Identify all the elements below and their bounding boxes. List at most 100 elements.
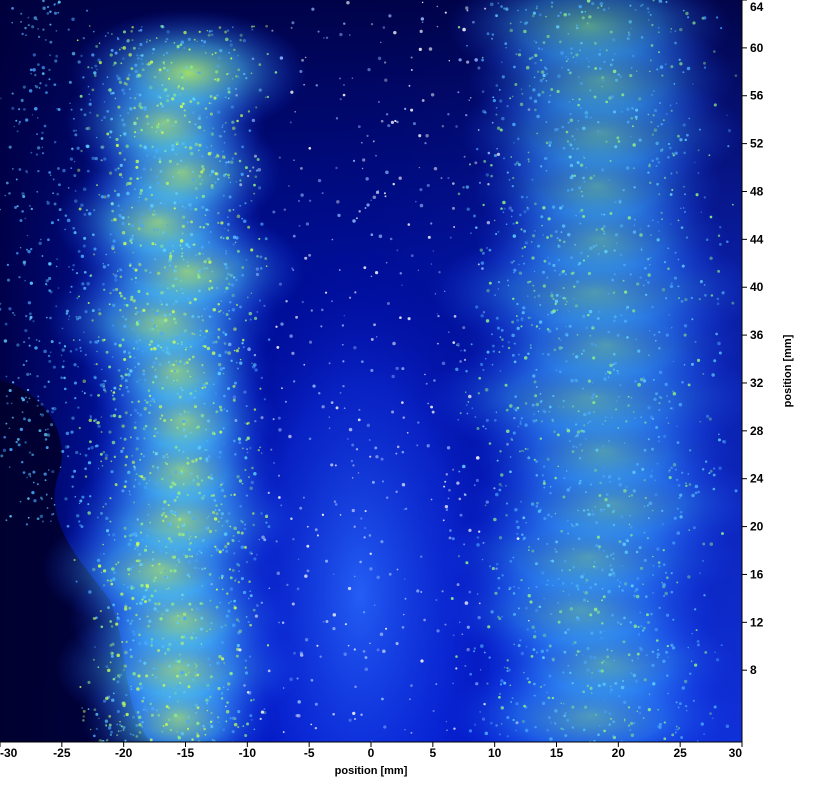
speckle xyxy=(138,102,142,106)
speckle xyxy=(472,20,475,24)
speckle xyxy=(616,349,619,352)
speckle xyxy=(118,213,122,218)
speckle xyxy=(11,106,15,110)
speckle xyxy=(45,39,47,41)
speckle xyxy=(520,195,524,199)
speckle xyxy=(233,48,236,52)
speckle xyxy=(181,292,184,295)
speckle xyxy=(683,210,687,214)
speckle xyxy=(683,333,687,337)
speckle xyxy=(347,644,350,647)
speckle xyxy=(584,705,588,709)
speckle xyxy=(155,481,159,485)
speckle xyxy=(160,331,164,336)
speckle xyxy=(633,624,638,629)
speckle xyxy=(686,16,690,19)
speckle xyxy=(53,140,57,144)
speckle xyxy=(346,0,350,5)
speckle xyxy=(720,27,723,30)
speckle xyxy=(219,367,224,371)
speckle xyxy=(598,669,602,673)
speckle xyxy=(511,320,515,324)
speckle xyxy=(704,293,707,297)
speckle xyxy=(171,244,174,247)
speckle xyxy=(36,375,39,378)
speckle xyxy=(543,597,545,600)
speckle xyxy=(178,171,180,174)
speckle xyxy=(682,71,685,74)
speckle xyxy=(468,590,472,594)
speckle xyxy=(650,612,653,616)
speckle xyxy=(430,93,435,97)
speckle xyxy=(549,94,552,97)
speckle xyxy=(100,195,105,199)
speckle xyxy=(231,569,235,572)
speckle xyxy=(75,315,78,318)
speckle xyxy=(169,252,172,255)
speckle xyxy=(156,430,160,434)
speckle xyxy=(619,253,623,257)
speckle xyxy=(180,670,184,675)
speckle xyxy=(254,368,258,372)
speckle xyxy=(179,360,182,363)
speckle xyxy=(545,649,549,652)
speckle xyxy=(426,444,430,448)
speckle xyxy=(570,188,574,192)
speckle xyxy=(156,271,161,276)
speckle xyxy=(589,89,592,92)
speckle xyxy=(227,90,231,94)
speckle xyxy=(114,408,117,411)
speckle xyxy=(668,476,672,480)
speckle xyxy=(596,6,600,10)
speckle xyxy=(233,552,236,555)
speckle xyxy=(57,3,59,5)
speckle xyxy=(152,551,154,554)
speckle xyxy=(88,93,90,96)
speckle xyxy=(540,165,543,168)
speckle xyxy=(179,239,184,243)
speckle xyxy=(304,638,309,642)
speckle xyxy=(135,159,140,164)
speckle xyxy=(674,731,677,734)
speckle xyxy=(715,332,718,336)
speckle xyxy=(251,365,256,369)
speckle xyxy=(603,230,605,232)
speckle xyxy=(509,470,512,474)
speckle xyxy=(200,413,205,418)
speckle xyxy=(564,712,567,715)
speckle xyxy=(709,469,713,473)
speckle xyxy=(89,416,92,419)
speckle xyxy=(77,315,82,320)
speckle xyxy=(232,398,236,402)
speckle xyxy=(15,119,18,122)
speckle xyxy=(280,322,284,326)
speckle xyxy=(239,358,242,361)
speckle xyxy=(52,192,54,195)
speckle xyxy=(341,324,345,327)
speckle xyxy=(178,93,182,96)
speckle xyxy=(29,68,33,72)
speckle xyxy=(210,286,214,290)
speckle xyxy=(518,263,520,266)
speckle xyxy=(596,610,600,614)
speckle xyxy=(158,562,161,566)
speckle xyxy=(505,7,509,11)
speckle xyxy=(575,446,578,449)
speckle xyxy=(119,677,121,679)
speckle xyxy=(165,303,169,307)
speckle xyxy=(201,386,204,390)
speckle xyxy=(153,434,156,438)
speckle xyxy=(42,28,45,31)
speckle xyxy=(187,685,191,689)
speckle xyxy=(385,496,389,499)
speckle xyxy=(260,452,263,454)
speckle xyxy=(103,101,106,103)
speckle xyxy=(546,34,550,39)
speckle xyxy=(177,85,180,88)
speckle xyxy=(254,420,257,423)
speckle xyxy=(123,241,127,246)
speckle xyxy=(220,697,224,700)
speckle xyxy=(284,400,287,403)
speckle xyxy=(251,118,256,123)
speckle xyxy=(598,494,602,497)
